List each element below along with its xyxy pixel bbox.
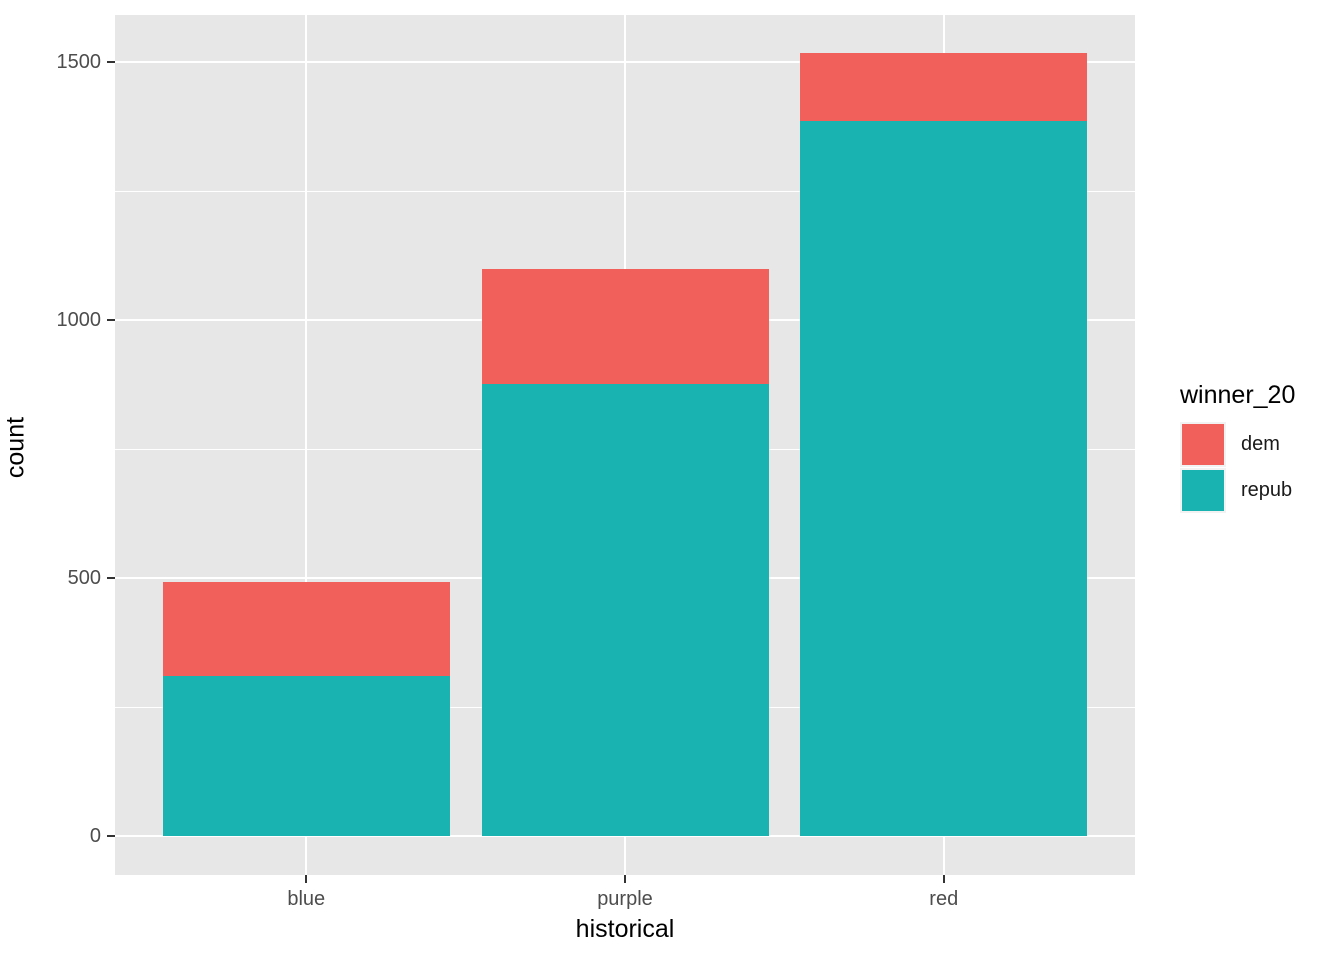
x-tick-mark-purple [624,875,626,883]
y-axis-title: count [1,416,30,479]
y-tick-label-500: 500 [67,567,101,589]
legend-swatch-repub [1182,470,1224,511]
bar-blue [162,582,450,875]
bar-purple [481,268,769,875]
legend-label-dem: dem [1241,433,1280,455]
y-tick-label-1000: 1000 [56,309,102,331]
gridline-vertical-blue [305,15,308,875]
x-axis-title: historical [575,915,675,943]
plot-panel [115,15,1135,875]
y-tick-mark-1500 [107,61,115,63]
bar-red-segment-dem [800,52,1088,121]
x-tick-label-red: red [929,888,959,910]
legend-key-dem [1180,422,1226,467]
legend: winner_20 dem repub [1180,381,1295,514]
legend-swatch-dem [1182,424,1224,465]
y-tick-mark-1000 [107,319,115,321]
legend-item-dem: dem [1180,422,1295,467]
bar-blue-segment-repub [162,676,450,836]
x-tick-mark-red [942,875,945,883]
legend-item-repub: repub [1180,468,1295,513]
bar-red-segment-repub [800,120,1088,836]
x-tick-label-blue: blue [287,888,326,910]
legend-items: dem repub [1180,422,1295,513]
legend-title: winner_20 [1180,381,1296,409]
bar-blue-segment-dem [162,582,450,677]
x-tick-label-purple: purple [597,888,653,910]
y-tick-mark-500 [107,577,115,579]
bar-red [800,52,1088,875]
y-tick-label-1500: 1500 [56,51,102,73]
legend-key-repub [1180,468,1226,513]
y-tick-label-0: 0 [89,825,101,847]
y-tick-mark-0 [107,835,115,837]
bar-purple-segment-dem [481,268,769,384]
bar-purple-segment-repub [481,383,769,836]
legend-label-repub: repub [1241,479,1293,501]
x-tick-mark-blue [305,875,308,883]
